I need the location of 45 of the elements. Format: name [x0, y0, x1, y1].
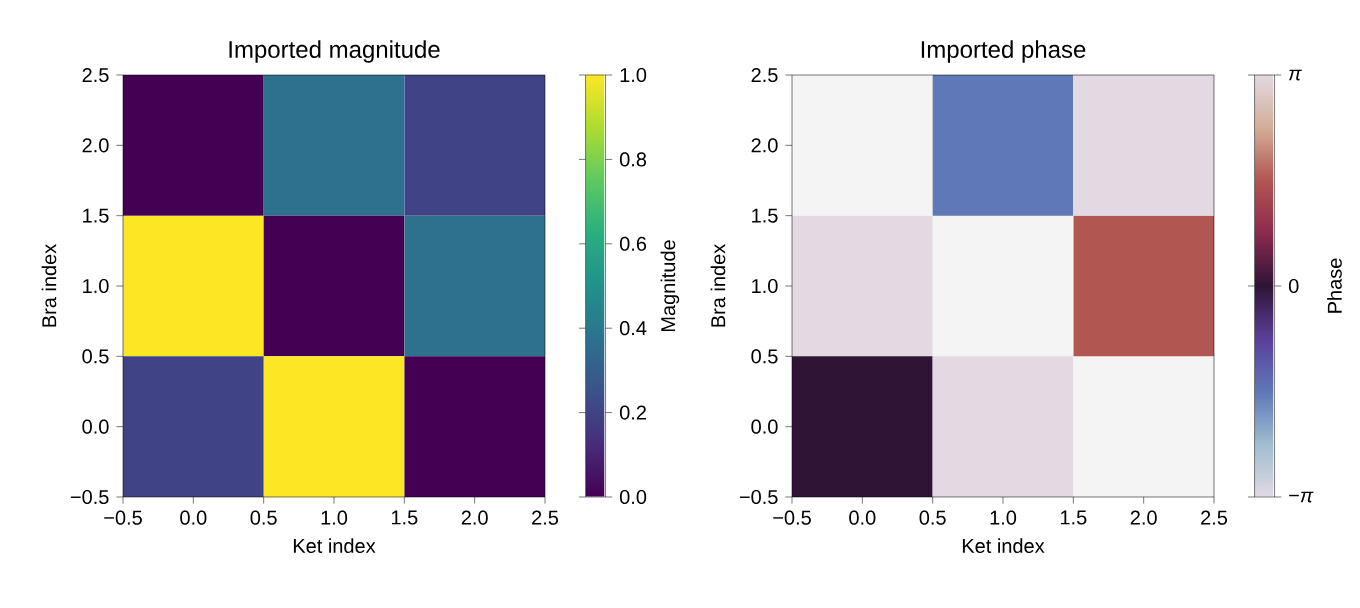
color-bar-label: 0.2	[619, 405, 646, 420]
y-tick-label: 2.0	[82, 138, 109, 153]
x-tick-label: 2.5	[532, 510, 559, 525]
y-axis-title: Bra index	[41, 244, 57, 327]
color-bar-title: Phase	[1327, 258, 1342, 313]
color-bar-label: 1.0	[620, 67, 647, 83]
y-tick-label: −0.5	[70, 489, 109, 505]
color-bar-label: 0.4	[619, 321, 647, 336]
y-tick-label: 0.0	[82, 419, 109, 434]
y-tick-label: 0.5	[82, 349, 109, 364]
y-axis-title: Bra index	[710, 244, 726, 327]
y-tick-label: 1.5	[83, 208, 109, 223]
x-tick-label: 1.0	[321, 510, 348, 525]
color-bar-label: 0.6	[619, 236, 647, 251]
x-axis-title: Ket index	[962, 538, 1045, 554]
x-tick-label: 2.0	[461, 510, 488, 525]
y-tick-label: 1.0	[83, 278, 109, 294]
y-tick-label: 2.0	[751, 138, 778, 153]
color-bar-label: 0	[1288, 278, 1299, 294]
x-tick-label: 1.5	[1060, 510, 1087, 525]
y-tick-label: 1.0	[752, 278, 778, 294]
color-bar-label: 0.8	[619, 152, 647, 167]
x-tick-label: −0.5	[104, 510, 142, 525]
x-tick-label: −0.5	[773, 510, 811, 525]
x-tick-label: 1.0	[990, 510, 1017, 525]
color-bar-label: π	[1289, 69, 1302, 81]
x-tick-label: 2.5	[1201, 510, 1228, 525]
color-bar-label: −π	[1289, 491, 1314, 503]
x-tick-label: 0.5	[919, 510, 946, 525]
x-tick-label: 1.5	[391, 510, 418, 525]
x-tick-label: 2.0	[1130, 510, 1157, 525]
x-tick-label: 0.0	[849, 510, 876, 525]
y-tick-label: 0.5	[751, 349, 778, 364]
chart-title: Imported phase	[921, 40, 1086, 63]
chart-title: Imported magnitude	[229, 40, 440, 63]
y-tick-label: 1.5	[752, 208, 778, 223]
y-tick-label: 2.5	[751, 67, 778, 83]
y-tick-label: −0.5	[739, 489, 778, 505]
color-bar-title: Magnitude	[660, 240, 680, 332]
x-tick-label: 0.0	[180, 510, 207, 525]
y-tick-label: 0.0	[751, 419, 778, 434]
x-tick-label: 0.5	[250, 510, 277, 525]
x-axis-title: Ket index	[293, 538, 376, 554]
y-tick-label: 2.5	[82, 67, 109, 83]
color-bar-label: 0.0	[619, 489, 647, 505]
